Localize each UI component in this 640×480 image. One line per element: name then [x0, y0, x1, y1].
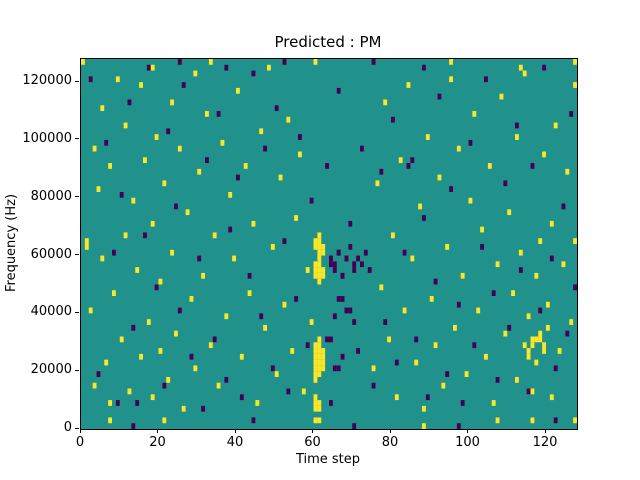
- x-axis-label: Time step: [295, 452, 361, 467]
- plot-title: Predicted : PM: [274, 33, 382, 51]
- y-tick-mark: [75, 369, 79, 371]
- x-tick-mark: [234, 429, 236, 433]
- x-tick-label: 80: [381, 435, 399, 450]
- y-tick-label: 80000: [30, 188, 72, 204]
- x-tick-label: 100: [455, 435, 480, 450]
- x-tick-label: 40: [226, 435, 244, 450]
- y-tick-mark: [75, 138, 79, 140]
- y-tick-mark: [75, 80, 79, 82]
- y-tick-label: 20000: [30, 362, 72, 378]
- x-tick-label: 0: [75, 435, 85, 450]
- x-tick-label: 120: [532, 435, 558, 450]
- x-tick-mark: [467, 429, 468, 433]
- y-tick-mark: [75, 311, 79, 313]
- y-tick-label: 40000: [30, 304, 72, 320]
- x-tick-mark: [79, 429, 81, 433]
- x-tick-mark: [157, 429, 158, 433]
- x-tick-mark: [544, 429, 546, 433]
- y-tick-label: 100000: [22, 130, 72, 146]
- y-tick-label: 0: [63, 420, 72, 435]
- x-tick-label: 20: [149, 435, 166, 450]
- y-tick-label: 60000: [30, 246, 72, 262]
- y-tick-mark: [75, 254, 79, 256]
- heatmap-canvas: [81, 59, 577, 429]
- x-tick-mark: [389, 429, 391, 433]
- y-tick-label: 120000: [22, 73, 72, 89]
- x-tick-mark: [312, 429, 313, 433]
- y-axis-label: Frequency (Hz): [4, 193, 19, 293]
- x-tick-label: 60: [304, 435, 321, 450]
- plot-area: [80, 58, 578, 430]
- y-tick-mark: [75, 196, 79, 198]
- y-tick-mark: [75, 427, 79, 429]
